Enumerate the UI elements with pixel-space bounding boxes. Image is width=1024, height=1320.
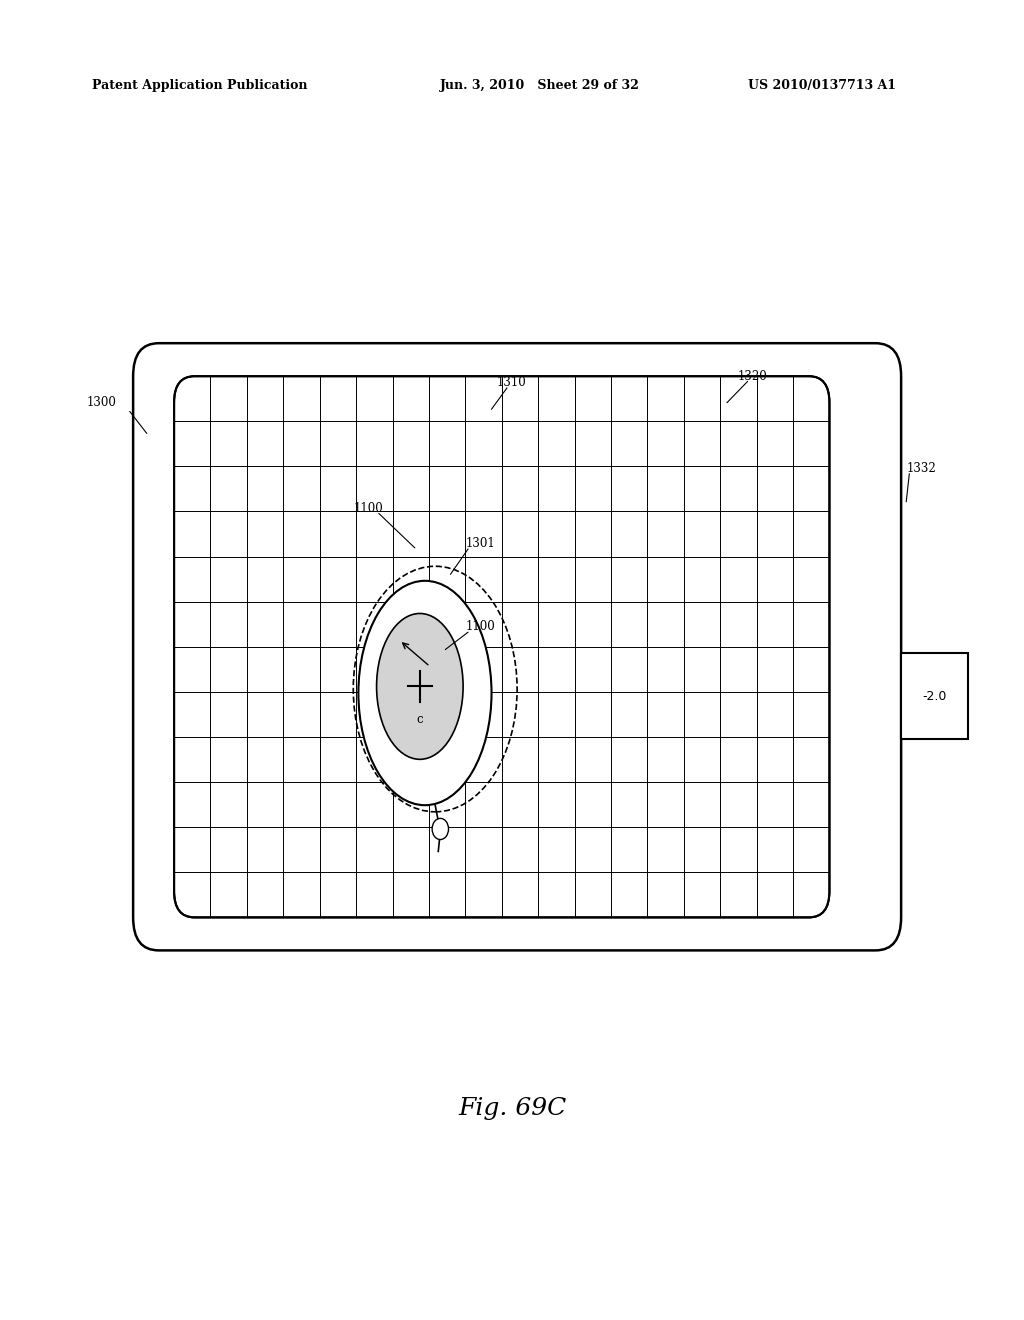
Text: c: c	[417, 713, 423, 726]
Text: Jun. 3, 2010   Sheet 29 of 32: Jun. 3, 2010 Sheet 29 of 32	[440, 79, 640, 92]
Text: US 2010/0137713 A1: US 2010/0137713 A1	[748, 79, 896, 92]
FancyBboxPatch shape	[901, 653, 968, 739]
Circle shape	[432, 818, 449, 840]
Text: 1100: 1100	[466, 620, 496, 634]
Ellipse shape	[358, 581, 492, 805]
Text: 1100: 1100	[353, 502, 383, 515]
Text: 1300: 1300	[87, 396, 117, 409]
Text: 1332: 1332	[906, 462, 936, 475]
FancyBboxPatch shape	[133, 343, 901, 950]
Text: 1310: 1310	[497, 376, 526, 389]
Text: 1301: 1301	[466, 537, 496, 550]
Text: -2.0: -2.0	[923, 690, 946, 702]
Ellipse shape	[377, 614, 463, 759]
Text: Patent Application Publication: Patent Application Publication	[92, 79, 307, 92]
FancyBboxPatch shape	[174, 376, 829, 917]
Text: Fig. 69C: Fig. 69C	[458, 1097, 566, 1121]
Text: 1320: 1320	[737, 370, 767, 383]
